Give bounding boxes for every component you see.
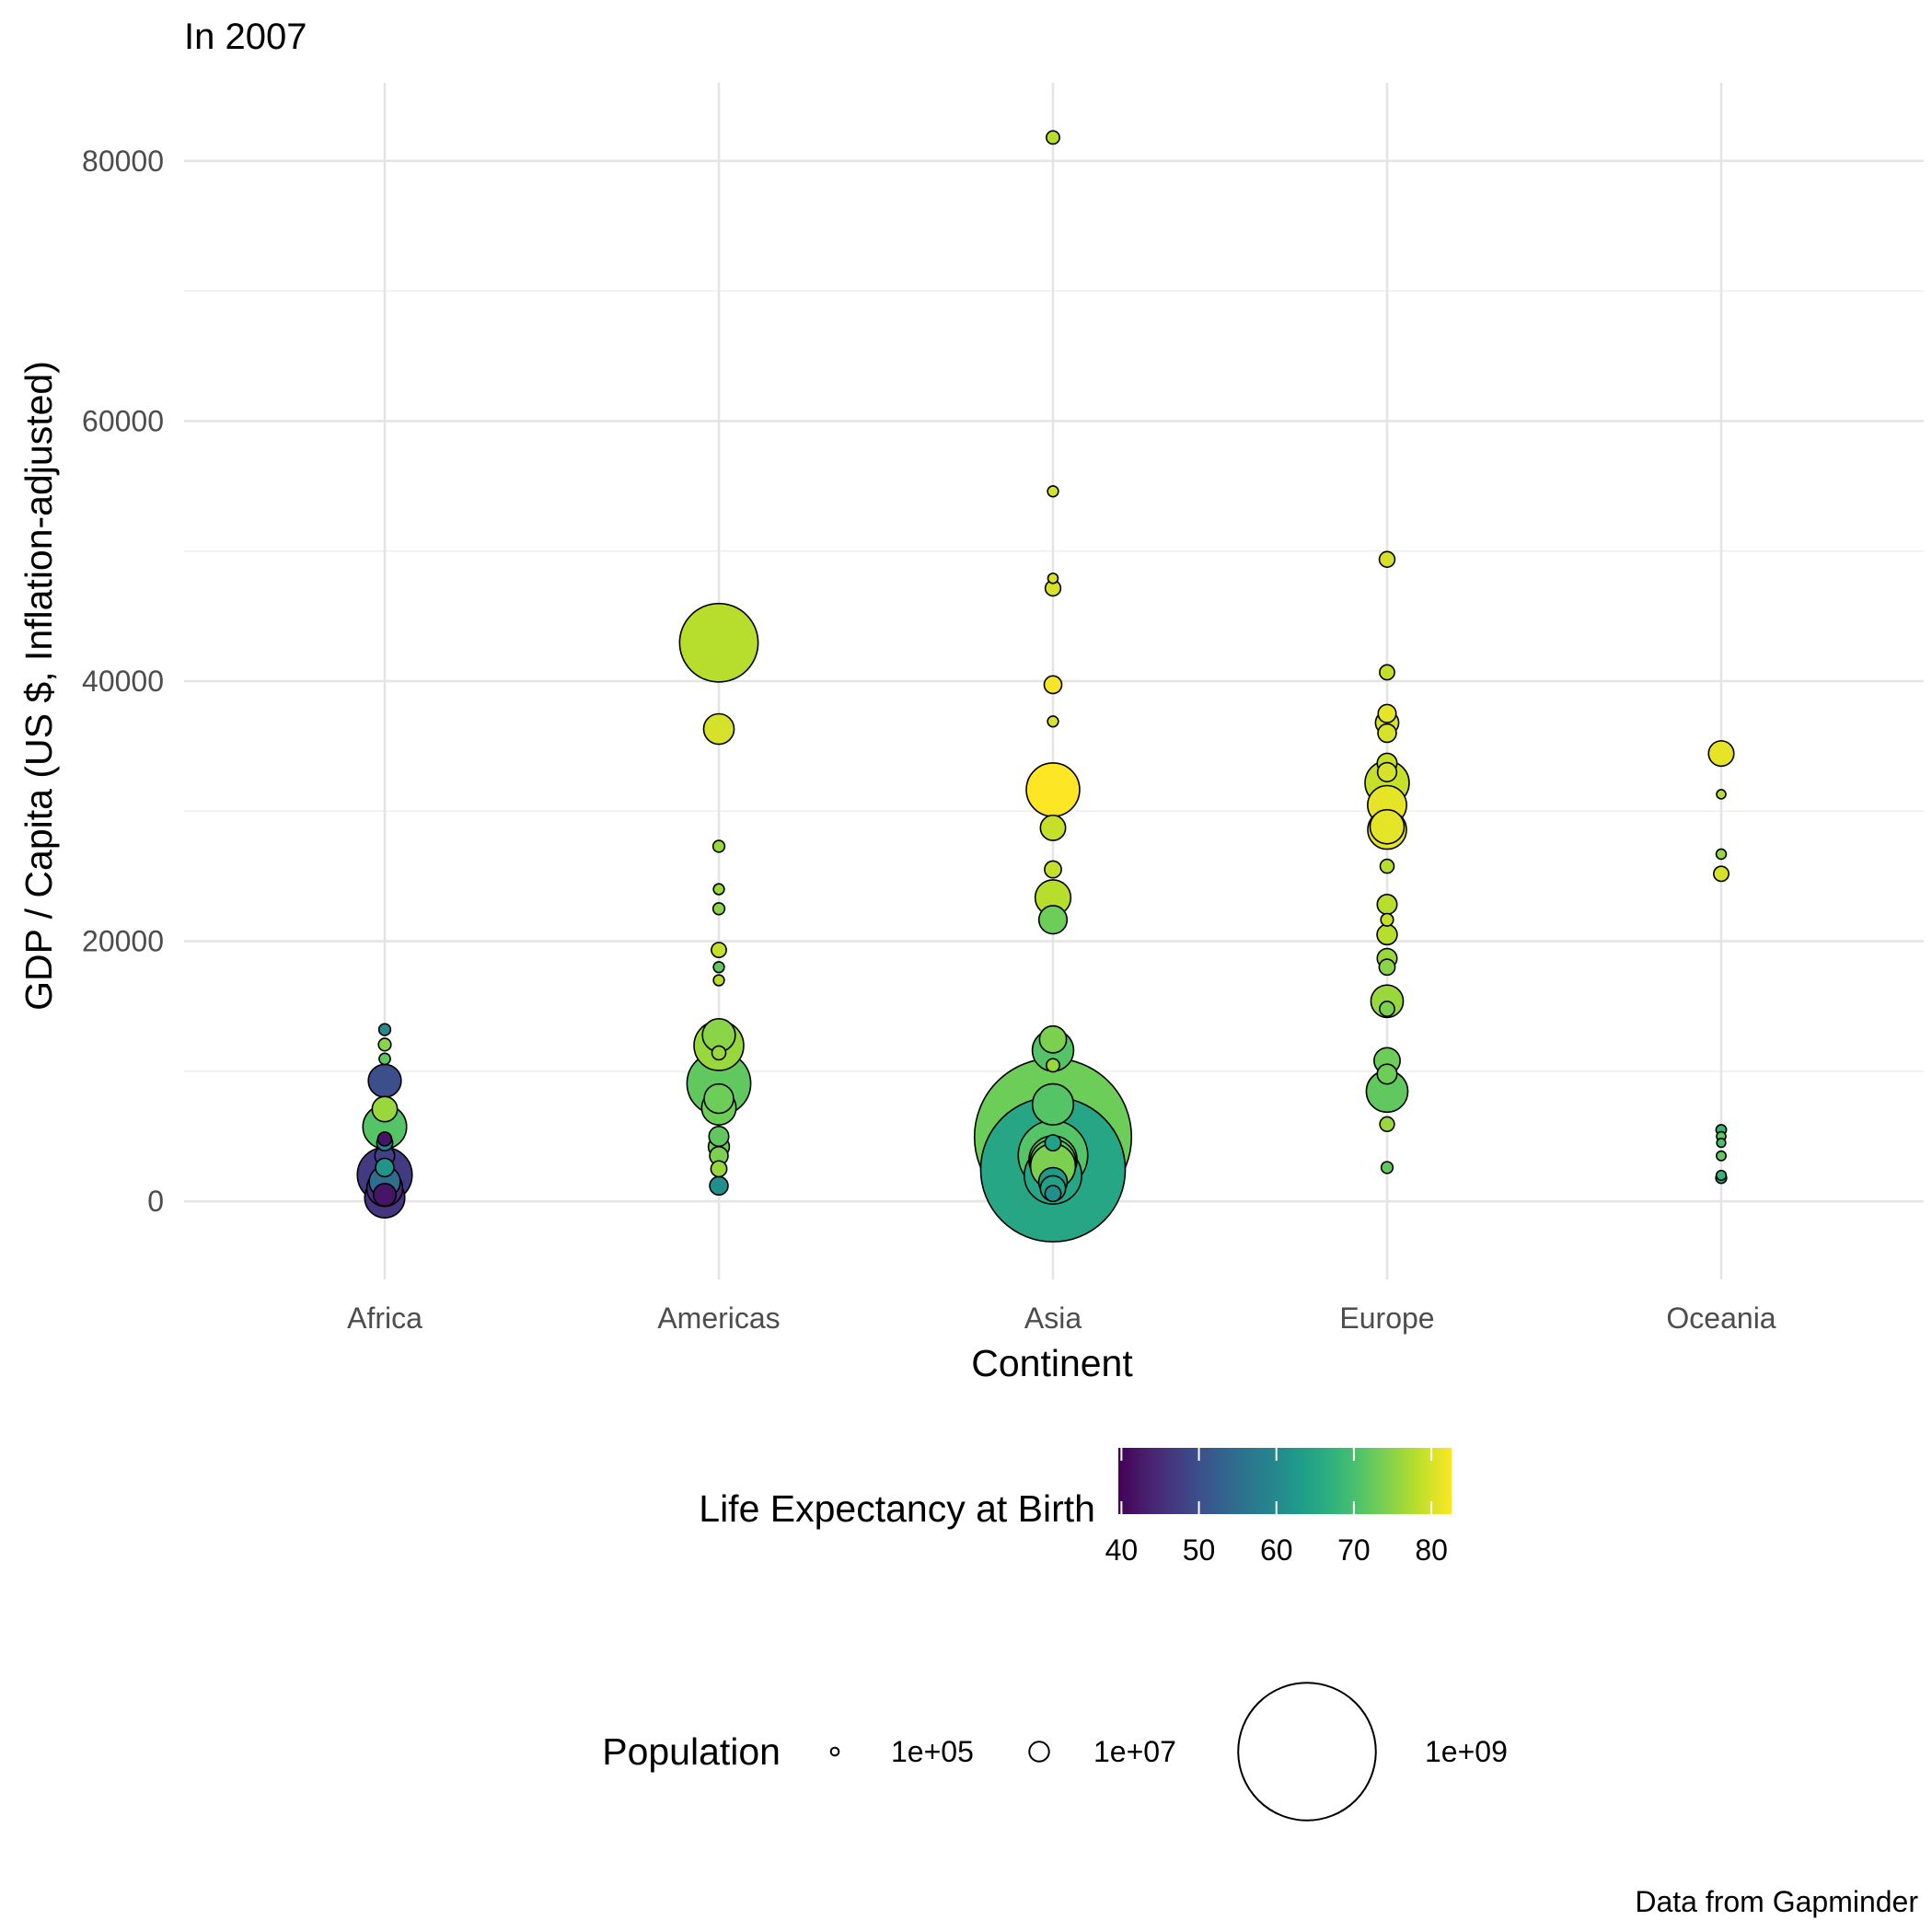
data-points bbox=[356, 130, 1735, 1243]
color-bar-tick-label: 60 bbox=[1260, 1533, 1293, 1567]
color-bar-tick-label: 80 bbox=[1415, 1533, 1448, 1567]
size-legend-keys: 1e+05 1e+07 1e+09 bbox=[829, 1682, 1508, 1822]
y-tick-label: 60000 bbox=[82, 404, 164, 437]
data-point bbox=[1376, 761, 1398, 783]
data-point bbox=[1046, 130, 1060, 145]
data-point bbox=[711, 942, 727, 958]
x-tick-label: Asia bbox=[1024, 1301, 1082, 1335]
data-point bbox=[1044, 860, 1062, 879]
data-point bbox=[1377, 723, 1397, 744]
x-axis-label: Continent bbox=[971, 1342, 1133, 1384]
color-legend: Life Expectancy at Birth 40 50 60 70 80 bbox=[699, 1448, 1452, 1567]
data-point bbox=[1376, 894, 1398, 916]
data-point bbox=[1376, 1063, 1398, 1085]
size-legend-label: 1e+09 bbox=[1425, 1735, 1508, 1768]
data-point bbox=[1379, 664, 1395, 681]
data-point bbox=[708, 1126, 730, 1148]
data-point bbox=[1379, 1116, 1395, 1132]
data-point bbox=[375, 1157, 395, 1178]
y-tick-label: 80000 bbox=[82, 145, 164, 178]
size-legend-circle bbox=[1028, 1741, 1050, 1763]
data-point bbox=[702, 712, 735, 746]
data-point bbox=[712, 974, 725, 987]
size-legend: Population 1e+05 1e+07 1e+09 bbox=[602, 1682, 1508, 1822]
data-point bbox=[1047, 485, 1059, 498]
data-point bbox=[703, 1082, 735, 1115]
data-point bbox=[1380, 1161, 1394, 1174]
size-legend-label: 1e+05 bbox=[891, 1735, 974, 1768]
y-tick-label: 20000 bbox=[82, 925, 164, 958]
y-tick-label: 40000 bbox=[82, 665, 164, 698]
data-point bbox=[377, 1037, 392, 1052]
caption: Data from Gapminder bbox=[1635, 1885, 1918, 1918]
data-point bbox=[1037, 905, 1069, 935]
data-point bbox=[1715, 1169, 1728, 1182]
data-point bbox=[711, 839, 726, 853]
y-tick-label: 0 bbox=[147, 1185, 164, 1218]
data-point bbox=[1377, 703, 1397, 723]
data-point bbox=[1715, 848, 1728, 861]
color-bar-tick-label: 50 bbox=[1183, 1533, 1216, 1567]
size-legend-label: 1e+07 bbox=[1093, 1735, 1176, 1768]
data-point bbox=[1376, 923, 1398, 946]
x-tick-label: Europe bbox=[1339, 1301, 1434, 1335]
data-point bbox=[711, 1045, 727, 1061]
data-point bbox=[1378, 550, 1396, 569]
x-tick-label: Africa bbox=[347, 1301, 422, 1335]
data-point bbox=[1713, 865, 1730, 883]
size-legend-title: Population bbox=[602, 1730, 781, 1773]
data-point bbox=[709, 1175, 729, 1196]
data-point bbox=[678, 602, 759, 683]
color-bar-ticks: 40 50 60 70 80 bbox=[1105, 1448, 1448, 1567]
y-tick-labels: 0 20000 40000 60000 80000 bbox=[82, 145, 164, 1218]
color-bar-tick-label: 70 bbox=[1337, 1533, 1371, 1567]
data-point bbox=[372, 1183, 398, 1208]
data-point bbox=[712, 883, 725, 896]
data-point bbox=[1716, 1137, 1727, 1149]
x-tick-label: Americas bbox=[657, 1301, 780, 1335]
data-point bbox=[1043, 675, 1063, 695]
data-point bbox=[377, 1023, 392, 1036]
data-point bbox=[1025, 762, 1081, 817]
data-point bbox=[371, 1095, 399, 1123]
data-point bbox=[1707, 740, 1735, 768]
data-point bbox=[1047, 573, 1059, 584]
data-point bbox=[1369, 808, 1406, 845]
data-point bbox=[376, 1131, 393, 1147]
data-point bbox=[1716, 1150, 1727, 1162]
chart-title: In 2007 bbox=[184, 17, 307, 57]
data-point bbox=[1380, 912, 1394, 927]
data-point bbox=[712, 961, 725, 974]
data-point bbox=[710, 1160, 728, 1178]
data-point bbox=[1047, 715, 1059, 728]
x-tick-labels: Africa Americas Asia Europe Oceania bbox=[347, 1301, 1776, 1335]
data-point bbox=[711, 902, 726, 916]
data-point bbox=[1044, 1185, 1062, 1203]
data-point bbox=[378, 1052, 391, 1066]
y-axis-label: GDP / Capita (US $, Inflation-adjusted) bbox=[17, 361, 60, 1011]
data-point bbox=[367, 1063, 402, 1098]
x-tick-label: Oceania bbox=[1666, 1301, 1776, 1335]
data-point bbox=[1379, 1001, 1395, 1017]
color-legend-title: Life Expectancy at Birth bbox=[699, 1487, 1095, 1530]
data-point bbox=[1716, 789, 1727, 800]
data-point bbox=[1039, 814, 1067, 841]
color-bar-tick-label: 40 bbox=[1105, 1533, 1139, 1567]
data-point bbox=[1044, 1134, 1062, 1152]
size-legend-circle bbox=[1237, 1682, 1377, 1822]
size-legend-circle bbox=[829, 1746, 840, 1757]
data-point bbox=[1378, 958, 1396, 977]
color-bar bbox=[1118, 1448, 1452, 1514]
data-point bbox=[1031, 1082, 1075, 1126]
data-point bbox=[1379, 858, 1395, 874]
data-point bbox=[1038, 1024, 1068, 1054]
data-point bbox=[1046, 1058, 1060, 1073]
